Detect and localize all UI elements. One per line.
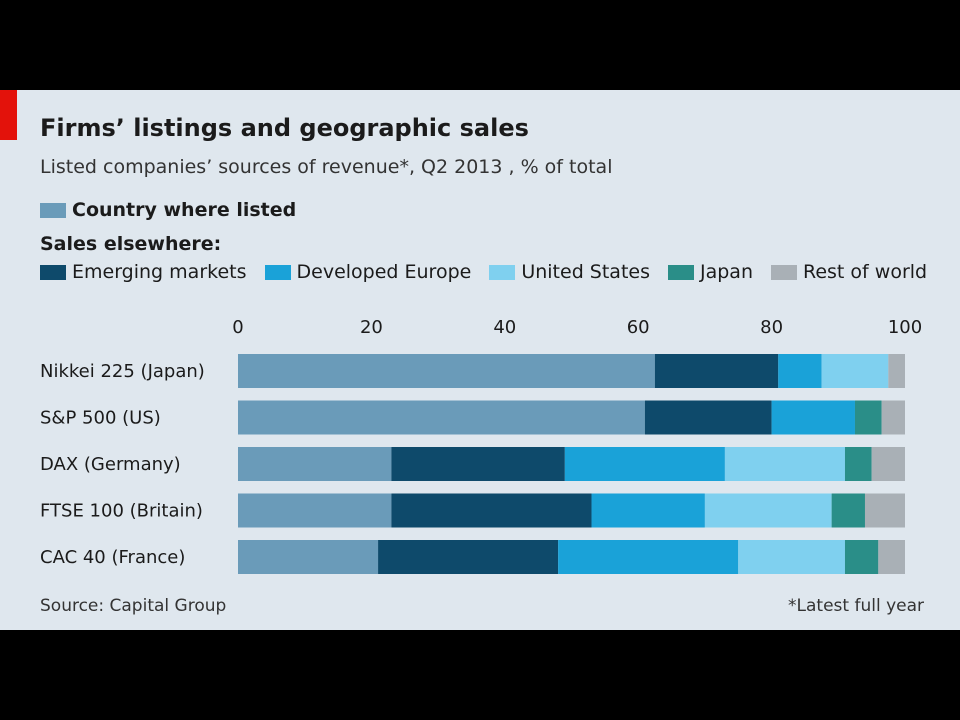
legend-swatch [668, 264, 694, 280]
legend-swatch [489, 264, 516, 280]
x-tick-label: 80 [760, 317, 783, 338]
category-label: S&P 500 (US) [40, 408, 161, 429]
category-label: CAC 40 (France) [40, 547, 185, 568]
bar-segment [704, 493, 832, 528]
bar-segment [778, 354, 822, 388]
source-note: Source: Capital Group [40, 596, 227, 616]
legend-label: Rest of world [803, 261, 928, 283]
bar-segment [854, 400, 882, 435]
legend-label: Country where listed [72, 199, 297, 221]
x-tick-label: 100 [888, 317, 922, 338]
legend-heading: Sales elsewhere: [40, 233, 222, 255]
chart-title: Firms’ listings and geographic sales [40, 114, 529, 142]
legend-swatch [264, 264, 291, 280]
bar-segment [844, 447, 872, 481]
bar-segment [391, 493, 592, 528]
bar-segment [771, 400, 855, 435]
legend-secondary: Emerging markets Developed Europe United… [40, 261, 927, 283]
legend-item-united-states: United States [489, 261, 650, 283]
legend-label: Japan [700, 261, 753, 283]
footnote: *Latest full year [788, 596, 924, 616]
category-label: DAX (Germany) [40, 454, 181, 475]
x-tick-label: 0 [232, 317, 243, 338]
chart-subtitle: Listed companies’ sources of revenue*, Q… [40, 156, 613, 178]
legend-swatch [771, 264, 797, 280]
bar-segment [378, 540, 559, 574]
bar-segment [738, 540, 845, 574]
legend-label: Developed Europe [296, 261, 472, 283]
bar-segment [644, 400, 772, 435]
bar-segment [881, 400, 905, 435]
legend-primary: Country where listed [40, 199, 314, 221]
x-tick-label: 40 [493, 317, 516, 338]
bar-segment [654, 354, 779, 388]
x-tick-label: 60 [627, 317, 650, 338]
legend-item-emerging: Emerging markets [40, 261, 247, 283]
bar-chart: 0 20 40 60 80 100 Nikkei 225 (Japan) S&P 500 (U… [40, 317, 922, 574]
x-tick-label: 20 [360, 317, 383, 338]
bar-segment [831, 493, 865, 528]
legend-swatch [40, 202, 66, 218]
legend-label: United States [521, 261, 650, 283]
bar-segment [864, 493, 905, 528]
legend-item-country-listed: Country where listed [40, 199, 296, 221]
bar-segment [871, 447, 905, 481]
legend-swatch [40, 264, 66, 280]
bar-segment [591, 493, 705, 528]
legend-item-developed-europe: Developed Europe [264, 261, 472, 283]
bar-segment [724, 447, 845, 481]
legend-item-rest-of-world: Rest of world [771, 261, 927, 283]
bar-segment [238, 447, 392, 481]
bar-segment [391, 447, 565, 481]
bar-segment [844, 540, 879, 574]
bar-segment [238, 354, 655, 388]
category-label: FTSE 100 (Britain) [40, 501, 203, 522]
brand-tag [0, 90, 17, 140]
bar-segment [238, 493, 392, 528]
bar-segment [564, 447, 725, 481]
bar-segment [238, 400, 645, 435]
category-label: Nikkei 225 (Japan) [40, 361, 205, 382]
chart-panel: Firms’ listings and geographic sales Lis… [0, 90, 960, 630]
bar-segment [878, 540, 905, 574]
bar-segment [888, 354, 905, 388]
legend-label: Emerging markets [72, 261, 247, 283]
bar-segment [558, 540, 739, 574]
bar-segment [821, 354, 889, 388]
legend-item-japan: Japan [668, 261, 753, 283]
bar-segment [238, 540, 379, 574]
